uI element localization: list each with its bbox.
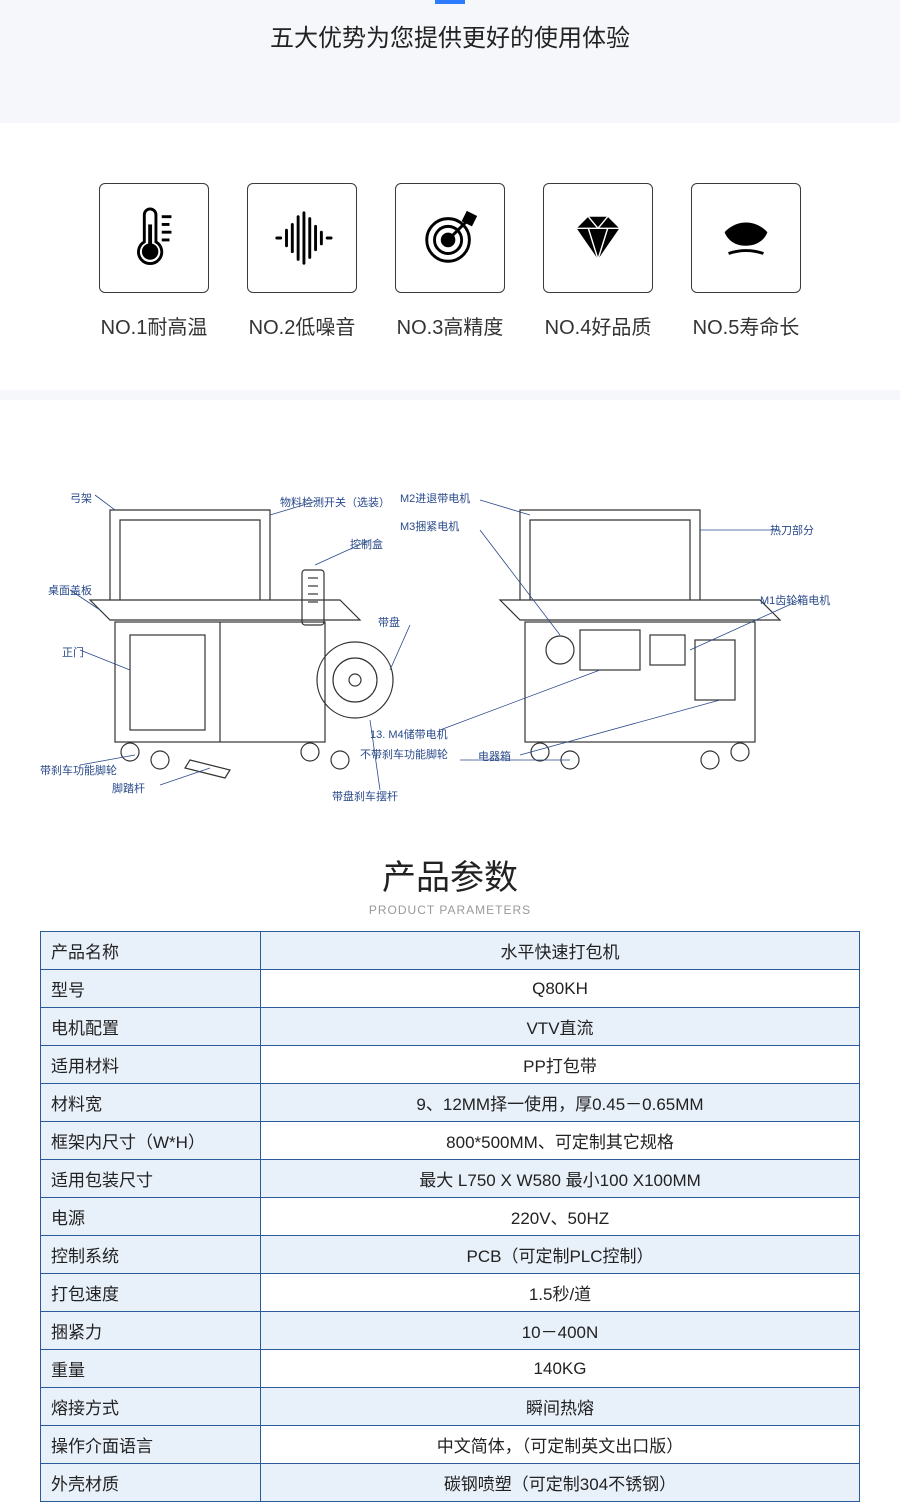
diagram-label: 控制盒: [350, 536, 383, 552]
advantage-label: NO.3高精度: [395, 311, 505, 340]
param-value: Q80KH: [261, 970, 860, 1008]
param-value: 1.5秒/道: [261, 1274, 860, 1312]
param-key: 外壳材质: [41, 1464, 261, 1502]
advantage-label: NO.1耐高温: [99, 311, 209, 340]
advantage-icon-box: [395, 183, 505, 293]
diagram-label: 电器箱: [478, 748, 511, 764]
diagram-label: 脚踏杆: [112, 780, 145, 796]
advantage-item: NO.4好品质: [543, 183, 653, 340]
param-value: 最大 L750 X W580 最小100 X100MM: [261, 1160, 860, 1198]
diagram-label: 带刹车功能脚轮: [40, 762, 117, 778]
param-key: 重量: [41, 1350, 261, 1388]
advantage-label: NO.4好品质: [543, 311, 653, 340]
param-key: 产品名称: [41, 932, 261, 970]
param-key: 适用材料: [41, 1046, 261, 1084]
parameters-title: 产品参数: [40, 850, 860, 899]
param-key: 打包速度: [41, 1274, 261, 1312]
param-value: 瞬间热熔: [261, 1388, 860, 1426]
param-value: 碳钢喷塑（可定制304不锈钢）: [261, 1464, 860, 1502]
diagram-label: 热刀部分: [770, 522, 814, 538]
machine-diagram: 弓架 桌面盖板 正门 带刹车功能脚轮 脚踏杆 物料检测开关（选装） 控制盒 带盘…: [40, 470, 860, 810]
param-key: 材料宽: [41, 1084, 261, 1122]
table-row: 操作介面语言中文简体，（可定制英文出口版）: [41, 1426, 860, 1464]
advantage-label: NO.5寿命长: [691, 311, 801, 340]
param-key: 操作介面语言: [41, 1426, 261, 1464]
param-value: PP打包带: [261, 1046, 860, 1084]
advantage-icon-box: [543, 183, 653, 293]
diamond-icon: [567, 207, 629, 269]
param-key: 熔接方式: [41, 1388, 261, 1426]
table-row: 适用材料PP打包带: [41, 1046, 860, 1084]
table-row: 打包速度1.5秒/道: [41, 1274, 860, 1312]
table-row: 重量140KG: [41, 1350, 860, 1388]
param-value: VTV直流: [261, 1008, 860, 1046]
table-row: 适用包装尺寸最大 L750 X W580 最小100 X100MM: [41, 1160, 860, 1198]
param-key: 电机配置: [41, 1008, 261, 1046]
advantage-icon-box: [247, 183, 357, 293]
thermometer-icon: [123, 207, 185, 269]
param-value: 水平快速打包机: [261, 932, 860, 970]
param-key: 电源: [41, 1198, 261, 1236]
param-key: 型号: [41, 970, 261, 1008]
hero-section: 五大优势为您提供更好的使用体验: [0, 0, 900, 123]
table-row: 外壳材质碳钢喷塑（可定制304不锈钢）: [41, 1464, 860, 1502]
param-value: 中文简体，（可定制英文出口版）: [261, 1426, 860, 1464]
advantage-item: NO.2低噪音: [247, 183, 357, 340]
hero-title: 五大优势为您提供更好的使用体验: [0, 18, 900, 83]
diagram-label: 带盘: [378, 614, 400, 630]
param-value: 800*500MM、可定制其它规格: [261, 1122, 860, 1160]
table-row: 控制系统PCB（可定制PLC控制）: [41, 1236, 860, 1274]
advantage-item: NO.1耐高温: [99, 183, 209, 340]
param-value: 10－400N: [261, 1312, 860, 1350]
diagram-section: 弓架 桌面盖板 正门 带刹车功能脚轮 脚踏杆 物料检测开关（选装） 控制盒 带盘…: [0, 400, 900, 840]
param-value: 220V、50HZ: [261, 1198, 860, 1236]
advantage-item: NO.3高精度: [395, 183, 505, 340]
leaf-icon: [715, 207, 777, 269]
target-icon: [419, 207, 481, 269]
advantage-icon-box: [99, 183, 209, 293]
table-row: 捆紧力10－400N: [41, 1312, 860, 1350]
advantage-icon-box: [691, 183, 801, 293]
parameters-table: 产品名称水平快速打包机型号Q80KH电机配置VTV直流适用材料PP打包带材料宽9…: [40, 931, 860, 1502]
diagram-label: 13. M4储带电机: [370, 726, 448, 742]
diagram-label: 物料检测开关（选装）: [280, 494, 390, 510]
table-row: 框架内尺寸（W*H）800*500MM、可定制其它规格: [41, 1122, 860, 1160]
parameters-section: 产品参数 PRODUCT PARAMETERS 产品名称水平快速打包机型号Q80…: [0, 840, 900, 1502]
param-key: 控制系统: [41, 1236, 261, 1274]
diagram-label: M3捆紧电机: [400, 518, 459, 534]
diagram-label: 不带刹车功能脚轮: [360, 746, 448, 762]
table-row: 电源220V、50HZ: [41, 1198, 860, 1236]
table-row: 材料宽9、12MM择一使用，厚0.45－0.65MM: [41, 1084, 860, 1122]
param-value: PCB（可定制PLC控制）: [261, 1236, 860, 1274]
table-row: 熔接方式瞬间热熔: [41, 1388, 860, 1426]
advantage-item: NO.5寿命长: [691, 183, 801, 340]
diagram-label: M2进退带电机: [400, 490, 470, 506]
param-value: 140KG: [261, 1350, 860, 1388]
diagram-label: 带盘刹车摆杆: [332, 788, 398, 804]
table-row: 产品名称水平快速打包机: [41, 932, 860, 970]
diagram-label: M1齿轮箱电机: [760, 592, 830, 608]
advantages-row: NO.1耐高温 NO.2低噪音: [0, 123, 900, 340]
param-key: 适用包装尺寸: [41, 1160, 261, 1198]
soundwave-icon: [271, 207, 333, 269]
diagram-label: 正门: [62, 644, 84, 660]
advantage-label: NO.2低噪音: [247, 311, 357, 340]
param-key: 捆紧力: [41, 1312, 261, 1350]
parameters-subtitle: PRODUCT PARAMETERS: [40, 903, 860, 917]
accent-bar: [435, 0, 465, 4]
diagram-label: 桌面盖板: [48, 582, 92, 598]
diagram-label: 弓架: [70, 490, 92, 506]
table-row: 型号Q80KH: [41, 970, 860, 1008]
param-key: 框架内尺寸（W*H）: [41, 1122, 261, 1160]
table-row: 电机配置VTV直流: [41, 1008, 860, 1046]
param-value: 9、12MM择一使用，厚0.45－0.65MM: [261, 1084, 860, 1122]
